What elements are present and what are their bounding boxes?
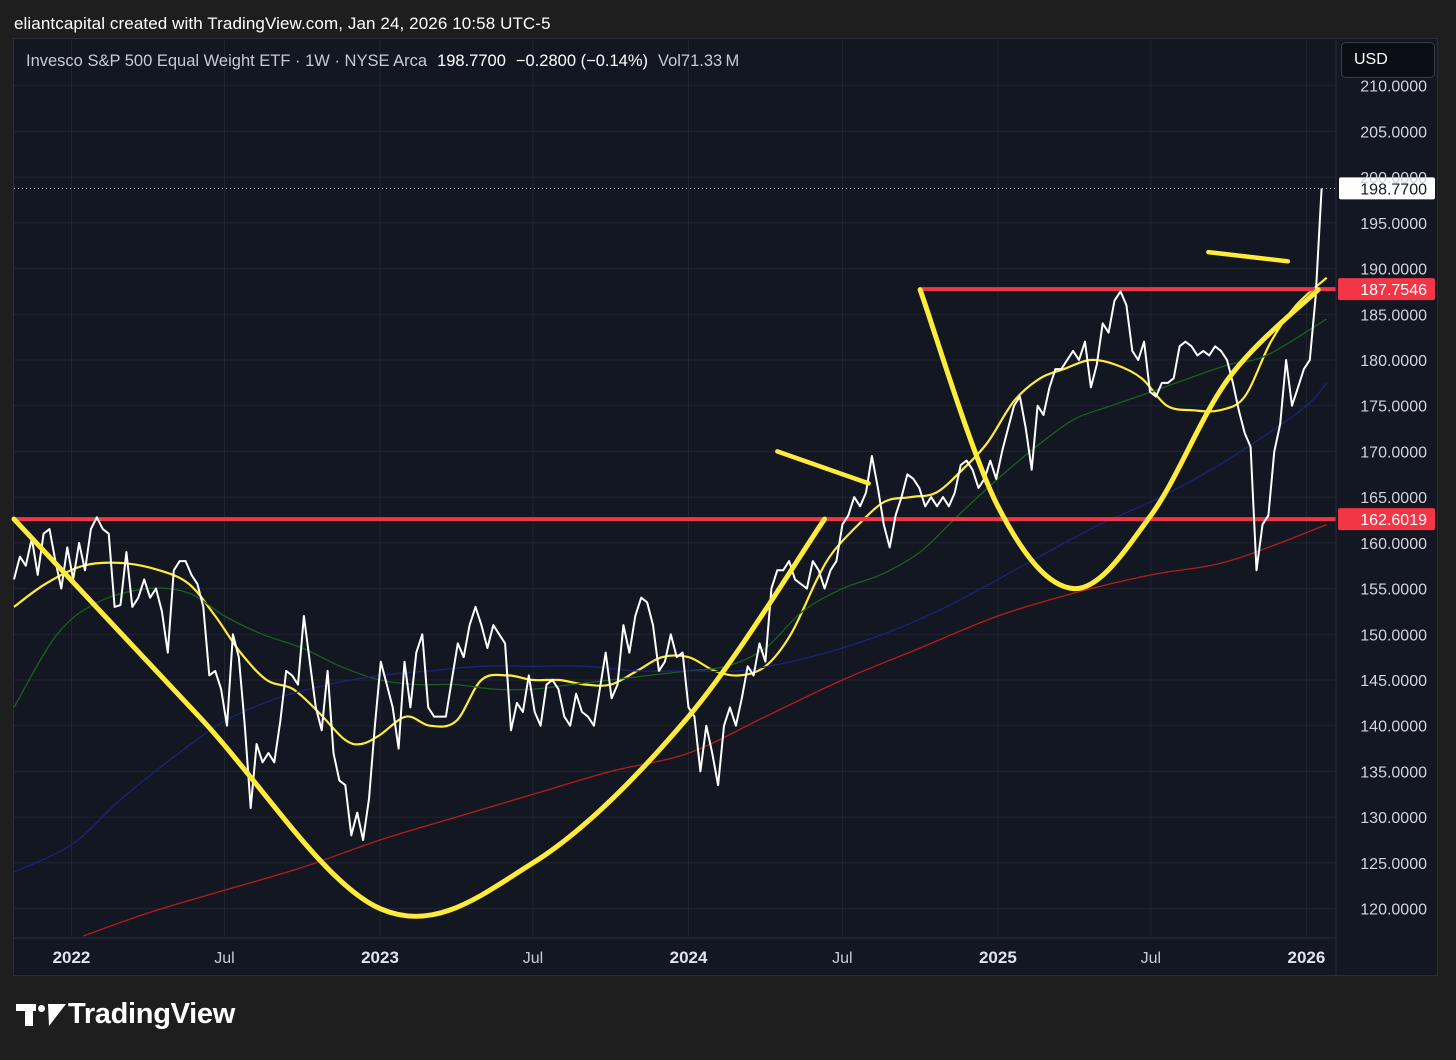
chart-grid xyxy=(14,40,1336,936)
last-price: 198.7700 xyxy=(437,52,506,70)
x-tick-label: 2024 xyxy=(670,948,708,967)
y-tick-label: 170.0000 xyxy=(1360,444,1427,461)
symbol-legend: Invesco S&P 500 Equal Weight ETF · 1W · … xyxy=(26,52,739,71)
y-tick-label: 200.0000 xyxy=(1360,170,1427,187)
resistance-levels: 187.7546 162.6019 xyxy=(14,278,1435,531)
series-ma-blue xyxy=(13,382,1328,873)
annotations xyxy=(11,249,1321,919)
annotation-handle-2025 xyxy=(1206,249,1291,264)
y-tick-label: 205.0000 xyxy=(1360,124,1427,141)
symbol-name: Invesco S&P 500 Equal Weight ETF · 1W · … xyxy=(26,52,428,70)
x-tick-label: Jul xyxy=(214,950,234,967)
annotation-cup-2024-2025 xyxy=(917,287,1321,592)
y-tick-label: 180.0000 xyxy=(1360,353,1427,370)
tradingview-logo: TradingView xyxy=(16,998,235,1031)
volume: Vol71.33 M xyxy=(658,52,740,70)
last-price-label: 198.7700 xyxy=(1360,181,1427,198)
x-tick-label: 2022 xyxy=(53,948,91,967)
y-tick-label: 125.0000 xyxy=(1360,856,1427,873)
y-tick-label: 175.0000 xyxy=(1360,399,1427,416)
y-tick-label: 160.0000 xyxy=(1360,536,1427,553)
chart-panel[interactable] xyxy=(13,38,1438,976)
x-tick-label: Jul xyxy=(832,950,852,967)
x-tick-label: 2025 xyxy=(979,948,1017,967)
moving-averages xyxy=(13,276,1328,937)
price-change: −0.2800 (−0.14%) xyxy=(515,52,648,70)
axes: 210.0000 205.0000 200.0000 195.0000 190.0000… xyxy=(14,40,1427,975)
y-tick-label: 185.0000 xyxy=(1360,307,1427,324)
x-tick-label: Jul xyxy=(523,950,543,967)
y-tick-label: 120.0000 xyxy=(1360,902,1427,919)
y-tick-label: 130.0000 xyxy=(1360,810,1427,827)
y-tick-label: 135.0000 xyxy=(1360,764,1427,781)
level-label: 162.6019 xyxy=(1360,512,1427,529)
level-label: 187.7546 xyxy=(1360,282,1427,299)
brand-text: TradingView xyxy=(68,998,235,1030)
y-tick-label: 155.0000 xyxy=(1360,582,1427,599)
y-tick-label: 190.0000 xyxy=(1360,262,1427,279)
y-tick-label: 210.0000 xyxy=(1360,79,1427,96)
price-series: 198.7700 xyxy=(13,177,1435,841)
y-tick-label: 165.0000 xyxy=(1360,490,1427,507)
currency-button[interactable]: USD xyxy=(1341,42,1435,78)
series-ma-red xyxy=(83,523,1327,937)
y-tick-label: 145.0000 xyxy=(1360,673,1427,690)
y-tick-label: 195.0000 xyxy=(1360,216,1427,233)
series-ma-green xyxy=(13,318,1328,708)
y-tick-label: 150.0000 xyxy=(1360,627,1427,644)
tradingview-logo-icon xyxy=(16,1002,67,1028)
annotation-cup-2022-2024 xyxy=(11,516,828,919)
series-price xyxy=(13,188,1323,841)
attribution-text: eliantcapital created with TradingView.c… xyxy=(14,14,551,33)
x-tick-label: 2026 xyxy=(1288,948,1326,967)
y-tick-label: 140.0000 xyxy=(1360,719,1427,736)
last-price-label-bg xyxy=(1339,177,1435,200)
level-label-bg xyxy=(1338,508,1435,531)
annotation-handle-2024 xyxy=(775,449,871,486)
x-tick-label: 2023 xyxy=(361,948,399,967)
series-ma-yellow xyxy=(13,276,1328,746)
x-tick-label: Jul xyxy=(1141,950,1161,967)
level-label-bg xyxy=(1338,278,1435,301)
